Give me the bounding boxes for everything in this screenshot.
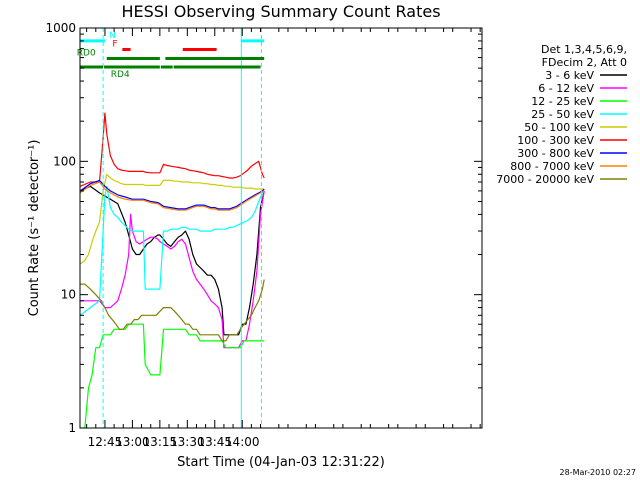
x-tick-label-0: 12:45 bbox=[88, 435, 123, 449]
series-line-5 bbox=[80, 112, 265, 187]
y-tick-label-0: 1 bbox=[68, 421, 76, 435]
series-line-3 bbox=[80, 185, 265, 316]
series-line-6 bbox=[80, 179, 265, 210]
x-tick-label-2: 13:15 bbox=[143, 435, 178, 449]
x-tick-label-5: 14:00 bbox=[225, 435, 260, 449]
footer-timestamp: 28-Mar-2010 02:27 bbox=[560, 468, 637, 477]
legend-label-6: 300 - 800 keV bbox=[517, 147, 594, 160]
legend-label-5: 100 - 300 keV bbox=[517, 134, 594, 147]
x-tick-label-4: 13:45 bbox=[197, 435, 232, 449]
chart-title: HESSI Observing Summary Count Rates bbox=[121, 2, 440, 21]
flag-label-3: RD4 bbox=[111, 70, 130, 80]
series-line-7 bbox=[80, 181, 265, 211]
y-tick-label-3: 1000 bbox=[45, 21, 76, 35]
annotation-lines bbox=[102, 28, 262, 428]
x-tick-label-3: 13:30 bbox=[170, 435, 205, 449]
mode-flags: NF RD0 RD4 bbox=[77, 31, 265, 80]
legend: Det 1,3,4,5,6,9, FDecim 2, Att 0 3 - 6 k… bbox=[496, 43, 627, 186]
series-layer bbox=[80, 112, 265, 428]
y-axis-ticks: 1 10 100 1000 bbox=[45, 21, 482, 435]
legend-label-0: 3 - 6 keV bbox=[545, 69, 594, 82]
series-line-4 bbox=[80, 173, 265, 265]
legend-label-8: 7000 - 20000 keV bbox=[496, 173, 594, 186]
legend-label-1: 6 - 12 keV bbox=[538, 82, 594, 95]
legend-header-line-2: FDecim 2, Att 0 bbox=[542, 56, 627, 69]
legend-label-4: 50 - 100 keV bbox=[524, 121, 594, 134]
series-line-8 bbox=[80, 279, 265, 342]
x-tick-label-1: 13:00 bbox=[115, 435, 150, 449]
y-tick-label-1: 10 bbox=[61, 288, 76, 302]
x-axis-label: Start Time (04-Jan-03 12:31:22) bbox=[177, 455, 385, 470]
flag-label-0: N bbox=[109, 31, 116, 41]
legend-label-2: 12 - 25 keV bbox=[531, 95, 594, 108]
plot-frame bbox=[79, 27, 483, 429]
flag-label-2: RD0 bbox=[77, 49, 96, 59]
legend-header-line-1: Det 1,3,4,5,6,9, bbox=[541, 43, 627, 56]
y-tick-label-2: 100 bbox=[53, 154, 76, 168]
flag-label-1: F bbox=[112, 39, 117, 49]
series-line-2 bbox=[80, 323, 265, 428]
legend-label-3: 25 - 50 keV bbox=[531, 108, 594, 121]
y-axis-label: Count Rate (s⁻¹ detector⁻¹) bbox=[27, 140, 42, 317]
legend-label-7: 800 - 7000 keV bbox=[510, 160, 594, 173]
